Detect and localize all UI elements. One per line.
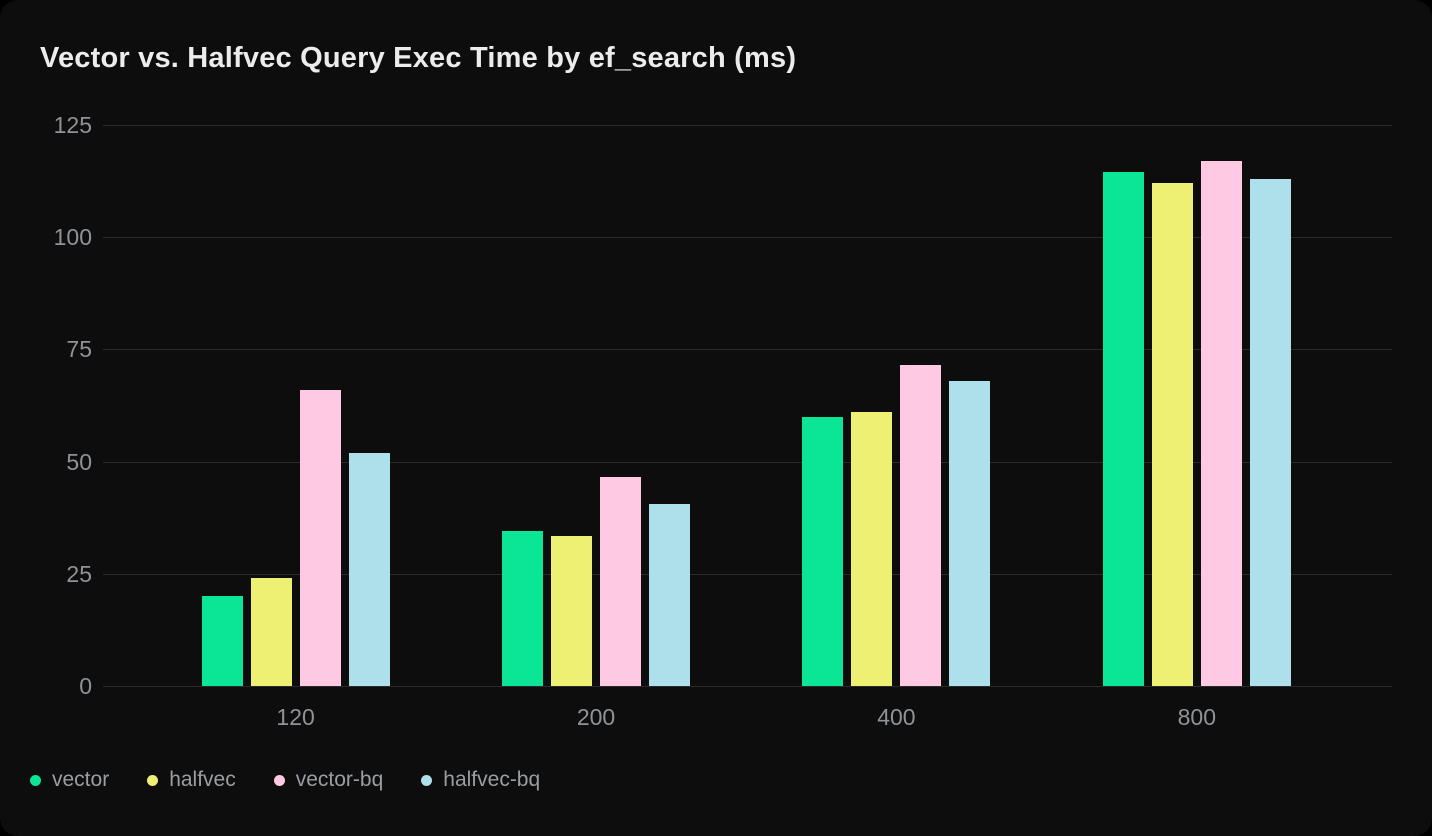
bar-vector-bq-ef800[interactable] <box>1200 160 1242 686</box>
gridline-y-75 <box>103 349 1392 351</box>
legend-item-vector[interactable]: vector <box>30 768 109 792</box>
bar-vector-ef200[interactable] <box>502 531 543 686</box>
x-axis-tick-label-400: 400 <box>877 704 916 730</box>
legend-dot-vector-bq <box>273 774 285 786</box>
legend-item-halfvec[interactable]: halfvec <box>147 768 236 792</box>
bar-halfvec-ef120[interactable] <box>250 578 292 686</box>
chart-title: Vector vs. Halfvec Query Exec Time by ef… <box>40 42 797 74</box>
y-axis-tick-label-0: 0 <box>79 673 92 699</box>
legend-label-vector-bq: vector-bq <box>295 768 384 791</box>
bar-halfvec-bq-ef800[interactable] <box>1249 178 1291 686</box>
bar-vector-bq-ef120[interactable] <box>299 389 341 686</box>
legend-label-vector: vector <box>52 768 110 791</box>
gridline-y-0 <box>103 686 1392 687</box>
legend-item-halfvec-bq[interactable]: halfvec-bq <box>421 768 540 792</box>
bar-vector-bq-ef200[interactable] <box>600 477 641 686</box>
bar-halfvec-ef400[interactable] <box>851 412 893 686</box>
bar-halfvec-bq-ef120[interactable] <box>348 452 390 686</box>
chart-legend: vector halfvec vector-bq halfvec-bq <box>30 768 540 792</box>
bar-halfvec-bq-ef400[interactable] <box>949 380 991 686</box>
bar-vector-ef120[interactable] <box>201 596 243 686</box>
bar-vector-ef400[interactable] <box>802 416 844 686</box>
gridline-y-125 <box>103 125 1392 126</box>
y-axis-tick-label-25: 25 <box>66 560 92 587</box>
gridline-y-100 <box>103 237 1392 239</box>
legend-label-halfvec: halfvec <box>169 768 236 791</box>
bar-vector-bq-ef400[interactable] <box>900 365 942 686</box>
gridline-y-50 <box>103 461 1392 463</box>
x-axis-tick-label-200: 200 <box>576 704 616 730</box>
y-axis-tick-label-100: 100 <box>53 224 92 251</box>
gridline-y-25 <box>103 573 1392 575</box>
y-axis-tick-label-75: 75 <box>66 336 92 363</box>
bar-vector-ef800[interactable] <box>1102 172 1144 686</box>
legend-dot-halfvec-bq <box>421 774 433 786</box>
bar-halfvec-ef800[interactable] <box>1151 183 1193 686</box>
legend-dot-halfvec <box>147 774 159 786</box>
bar-halfvec-ef200[interactable] <box>551 535 592 686</box>
legend-item-vector-bq[interactable]: vector-bq <box>273 768 384 792</box>
x-axis-tick-label-120: 120 <box>276 704 315 730</box>
y-axis-tick-label-125: 125 <box>53 112 92 138</box>
legend-dot-vector <box>30 774 41 786</box>
y-axis-tick-label-50: 50 <box>66 448 92 475</box>
x-axis-tick-label-800: 800 <box>1177 704 1216 730</box>
legend-label-halfvec-bq: halfvec-bq <box>443 768 541 791</box>
bar-halfvec-bq-ef200[interactable] <box>649 504 690 686</box>
